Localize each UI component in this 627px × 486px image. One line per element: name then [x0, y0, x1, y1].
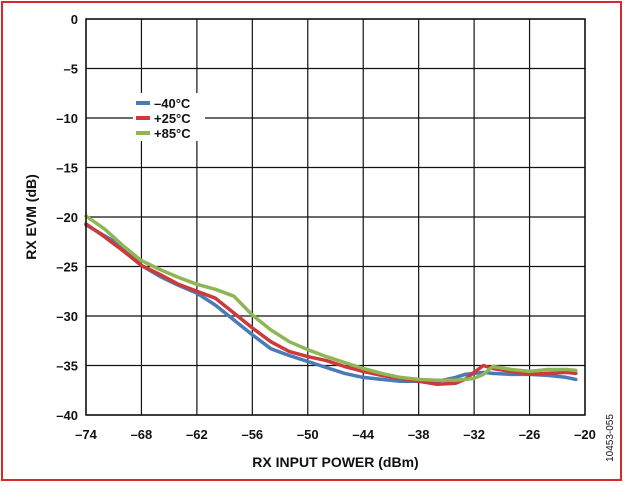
y-tick-label: –10 [56, 111, 78, 126]
series-lines [84, 214, 578, 387]
x-tick-label: –56 [241, 427, 263, 442]
y-tick-label: –20 [56, 210, 78, 225]
y-axis-label: RX EVM (dB) [23, 174, 39, 260]
legend-label: –40°C [154, 96, 191, 111]
y-tick-label: –25 [56, 260, 78, 275]
y-tick-label: –15 [56, 161, 78, 176]
x-tick-label: –74 [75, 427, 97, 442]
x-tick-label: –32 [463, 427, 485, 442]
x-tick-label: –20 [574, 427, 596, 442]
gridlines [85, 18, 586, 416]
y-tick-label: –5 [64, 62, 78, 77]
x-tick-label: –26 [519, 427, 541, 442]
plot-area-border [85, 18, 586, 416]
legend-label: +25°C [154, 111, 191, 126]
x-tick-labels: –74 –68 –62 –56 –50 –44 –38 –32 –26 –20 [75, 427, 596, 442]
series-line-2 [84, 214, 578, 383]
x-tick-label: –38 [408, 427, 430, 442]
x-tick-label: –44 [352, 427, 374, 442]
x-tick-label: –68 [131, 427, 153, 442]
y-tick-label: –30 [56, 309, 78, 324]
x-tick-label: –50 [297, 427, 319, 442]
y-tick-label: 0 [71, 12, 78, 27]
figure-id: 10453-055 [605, 414, 616, 462]
legend-label: +85°C [154, 126, 191, 141]
series-line-1 [84, 222, 578, 387]
y-tick-label: –35 [56, 359, 78, 374]
y-tick-labels: 0 –5 –10 –15 –20 –25 –30 –35 –40 [56, 12, 78, 423]
x-tick-label: –62 [186, 427, 208, 442]
y-tick-label: –40 [56, 408, 78, 423]
legend: –40°C+25°C+85°C [133, 93, 205, 141]
x-axis-label: RX INPUT POWER (dBm) [252, 454, 418, 470]
figure-border [1, 1, 622, 481]
